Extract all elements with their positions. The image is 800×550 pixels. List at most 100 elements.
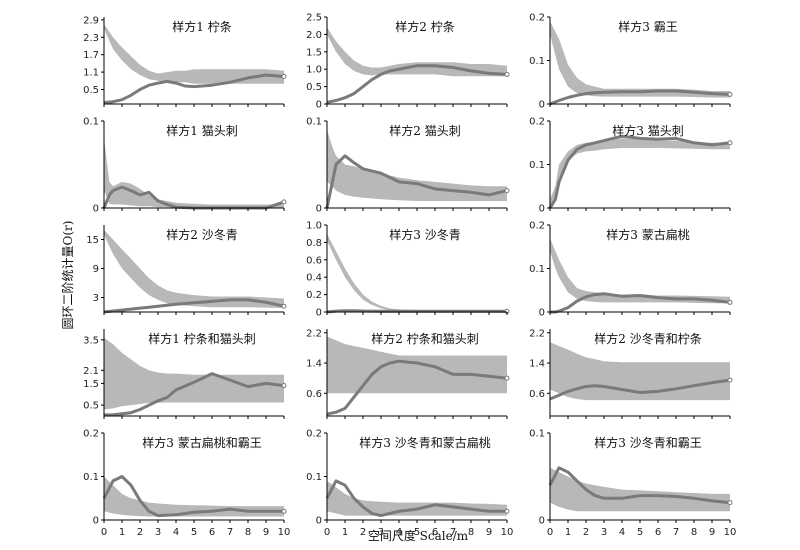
observed-end-point [727,91,733,97]
panel-3: 0.2 0.1 0 样方3 霸王 [529,13,733,111]
observed-line [326,359,508,416]
observed-line [325,479,507,518]
envelope-area [104,229,284,309]
x-tick-label: 1 [119,527,125,538]
panel-title: 样方3 蒙古扁桃 [606,227,689,242]
panel-title: 样方3 霸王 [618,19,677,34]
panel-7: 15 9 3 样方2 沙冬青 [86,225,287,315]
x-tick-label: 7 [673,527,679,538]
y-tick-label: 1.5 [83,379,99,390]
panel-title: 样方3 蒙古扁桃和霸王 [142,435,261,450]
y-tick-label: 0.5 [83,401,99,412]
y-tick-label: 0.6 [529,389,545,400]
x-tick-label: 2 [583,527,589,538]
envelope-area [104,476,284,517]
y-tick-label: 0 [539,516,545,527]
y-tick-label: 2.5 [306,13,322,24]
y-tick-label: 0.1 [306,472,322,483]
observed-line [548,134,731,209]
panel-title: 样方1 柠条 [172,19,231,34]
observed-line [326,64,508,104]
x-tick-label: 7 [227,527,233,538]
y-tick-label: 0.5 [306,82,322,93]
y-tick-label: 1.0 [306,221,322,232]
observed-line [548,466,731,505]
y-tick-label: 1.7 [83,50,99,61]
panel-title: 样方3 猫头刺 [612,123,683,138]
observed-end-point [727,500,733,506]
envelope-area [327,233,507,312]
y-tick-label: 0.1 [306,117,322,128]
y-tick-label: 2.2 [306,328,322,339]
observed-line [326,309,507,314]
envelope-area [327,129,507,201]
y-tick-label: 0.1 [83,117,99,128]
observed-end-point [281,199,287,205]
panel-title: 样方3 沙冬青和蒙古扁桃 [359,435,490,450]
observed-end-point [504,508,510,514]
x-tick-label: 4 [396,527,402,538]
x-tick-label: 9 [263,527,269,538]
y-tick-label: 0.1 [529,160,545,171]
panel-title: 样方1 猫头刺 [166,123,237,138]
envelope-area [327,27,507,77]
observed-end-point [504,71,510,77]
x-tick-label: 10 [278,527,291,538]
panel-4: 0.1 0 样方1 猫头刺 [83,117,287,215]
x-tick-label: 6 [655,527,661,538]
x-tick-label: 6 [209,527,215,538]
observed-end-point [281,383,287,389]
x-tick-label: 8 [468,527,474,538]
y-tick-label: 0 [316,100,322,111]
x-tick-label: 10 [724,527,737,538]
x-tick-label: 7 [450,527,456,538]
panel-title: 样方2 沙冬青和柠条 [594,331,701,346]
panel-title: 样方3 沙冬青和霸王 [594,435,701,450]
x-tick-label: 5 [414,527,420,538]
panel-1: 2.9 2.3 1.7 1.1 0.5 样方1 柠条 [83,15,287,107]
y-tick-label: 0 [93,516,99,527]
x-tick-label: 2 [137,527,143,538]
observed-line [550,292,731,314]
y-tick-label: 1.4 [306,359,322,370]
envelope-area [104,24,284,84]
panel-title: 样方2 柠条和猫头刺 [371,331,478,346]
y-tick-label: 1.0 [306,65,322,76]
panel-15: 0 1 2 3 4 5 6 7 8 9 10 0.1 0 样方3 沙冬青和霸王 [529,429,736,539]
panel-grid: 2.9 2.3 1.7 1.1 0.5 样方1 柠条 2.5 2.0 1.5 1.0 0.5 0 样方2… [83,13,736,539]
panel-6: 0.2 0.1 0 样方3 猫头刺 [529,117,733,215]
y-tick-label: 0.1 [529,264,545,275]
y-tick-label: 1.4 [529,359,545,370]
y-tick-label: 0.2 [529,221,545,232]
x-tick-label: 2 [360,527,366,538]
x-tick-label: 5 [637,527,643,538]
panel-9: 0.2 0.1 0 样方3 蒙古扁桃 [529,221,733,319]
y-tick-label: 0 [316,516,322,527]
panel-14: 0 1 2 3 4 5 6 7 8 9 10 0.2 0.1 0 样方3 沙冬青和蒙古扁桃 [306,429,513,539]
y-tick-label: 0.6 [306,255,322,266]
panel-title: 样方3 沙冬青 [389,227,460,242]
observed-line [103,73,285,104]
panel-13: 0 1 2 3 4 5 6 7 8 9 10 0.2 0.1 0 样方3 蒙古扁桃和霸王 [83,429,290,539]
panel-title: 样方1 柠条和猫头刺 [148,331,255,346]
y-tick-label: 0.8 [306,238,322,249]
y-tick-label: 0.1 [529,429,545,440]
y-tick-label: 0 [539,308,545,319]
panel-2: 2.5 2.0 1.5 1.0 0.5 0 样方2 柠条 [306,13,510,111]
x-tick-label: 3 [155,527,161,538]
observed-end-point [504,188,510,194]
y-tick-label: 0 [539,204,545,215]
observed-end-point [281,73,287,79]
y-tick-label: 0.1 [529,56,545,67]
x-tick-label: 9 [486,527,492,538]
x-tick-label: 8 [245,527,251,538]
x-tick-label: 1 [342,527,348,538]
x-axis-label: 空间尺度 Scale/m [368,528,469,543]
observed-end-point [727,299,733,305]
envelope-area [104,337,284,410]
y-tick-label: 0 [93,204,99,215]
y-tick-label: 2.3 [83,33,99,44]
y-tick-label: 0.2 [306,290,322,301]
y-tick-label: 2.0 [306,30,322,41]
y-axis-label: 圆环二阶统计量O(r) [61,221,75,330]
